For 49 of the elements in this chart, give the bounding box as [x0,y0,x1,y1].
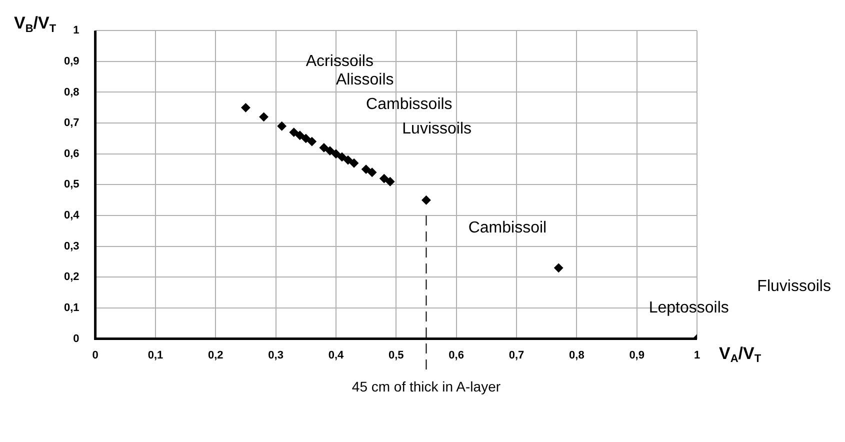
annotation: Cambissoils [366,96,452,113]
point [241,103,250,112]
point [277,122,286,131]
point [422,196,431,205]
annotation: Acrissoils [306,52,374,70]
point [331,149,340,158]
annotation: Luvissoils [402,120,472,138]
x-tick-label: 0,6 [448,349,464,362]
y-tick-label: 0,2 [64,271,80,284]
y-tick-label: 0,8 [64,86,80,98]
x-tick-label: 0,7 [508,349,524,362]
point [259,112,268,122]
x-tick-label: 0,3 [268,349,284,362]
x-tick-label: 1 [694,349,700,362]
y-tick-label: 0 [73,332,80,345]
y-tick-label: 0,6 [64,148,80,160]
annotation: Leptossoils [648,299,729,316]
y-tick-label: 0,3 [64,240,80,252]
x-tick-label: 0,8 [569,349,584,362]
point [362,164,371,174]
point [319,143,328,152]
point [350,158,359,168]
x-tick-label: 0,9 [629,349,644,362]
point [368,168,377,177]
x-tick-label: 0,1 [148,349,164,362]
y-tick-label: 0,7 [64,117,80,130]
x-tick-label: 0 [92,349,98,362]
point [307,137,316,146]
point [289,128,298,137]
text: Fluvissoils [757,278,831,295]
x-tick-label: 0,2 [208,349,224,362]
point [380,174,389,184]
x-tick-label: 0,4 [328,349,344,362]
y-tick-label: 0,4 [64,210,80,222]
annotation: Cambissoil [468,219,547,236]
point [386,177,395,186]
annotation: Alissoils [336,71,394,88]
x-tick-label: 0,5 [388,349,404,362]
y-tick-label: 0,5 [64,178,80,191]
ref-line-label: 45 cm of thick in A-layer [352,378,501,395]
y-tick-label: 1 [73,24,80,37]
y-tick-label: 0,1 [64,302,80,314]
point [344,156,353,165]
y-tick-label: 0,9 [64,55,80,68]
point [337,152,346,162]
point [295,130,304,140]
point [301,134,310,143]
point [325,146,334,156]
point [554,263,564,272]
